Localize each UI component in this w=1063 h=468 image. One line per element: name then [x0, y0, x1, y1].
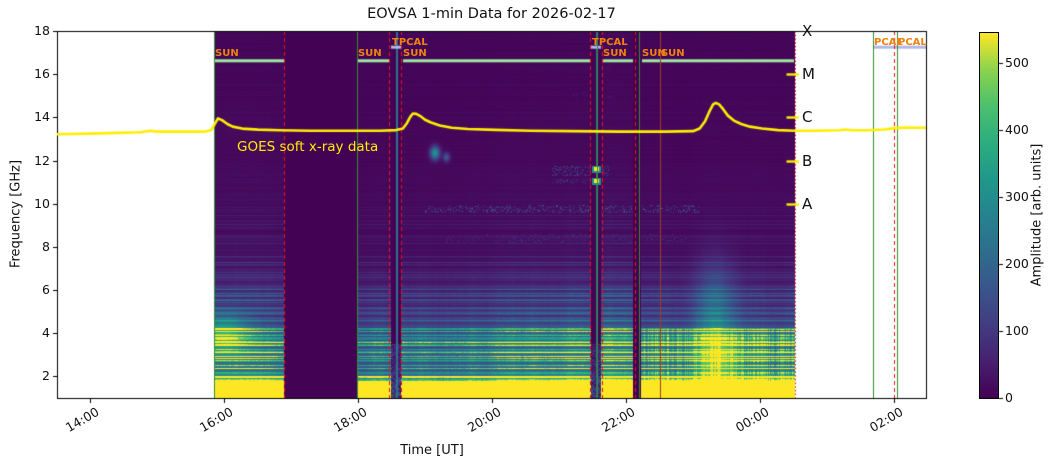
y-tick-label: 4 [42, 325, 50, 341]
scan-label-tpcal: TPCAL [592, 37, 628, 48]
scan-label-sun: SUN [357, 48, 382, 59]
goes-class-label: C [802, 108, 813, 127]
colorbar-tick-label: 500 [1005, 55, 1029, 71]
y-tick-label: 10 [34, 195, 50, 211]
y-tick-label: 6 [42, 282, 50, 298]
colorbar-label: Amplitude [arb. units] [1029, 143, 1045, 287]
goes-class-label: A [802, 194, 813, 213]
colorbar-tick-label: 400 [1005, 122, 1029, 138]
y-tick-label: 16 [34, 66, 50, 82]
goes-annotation: GOES soft x-ray data [237, 139, 379, 155]
y-tick-label: 18 [34, 23, 50, 38]
scan-label-sun: SUN [603, 48, 627, 59]
goes-class-label: B [802, 151, 813, 170]
goes-class-label: X [802, 22, 813, 40]
scan-label-sun: SUN [215, 48, 239, 59]
colorbar-gradient [979, 32, 999, 399]
scan-label-pcal: PCAL [874, 37, 903, 48]
y-tick-label: 2 [42, 368, 50, 384]
goes-class-label: M [802, 65, 815, 84]
figure-title: EOVSA 1-min Data for 2026-02-17 [367, 6, 616, 22]
scan-label-sun: SUN [642, 48, 666, 59]
x-axis-label: Time [UT] [400, 443, 464, 458]
scan-label-sun: SUN [660, 48, 685, 59]
colorbar-tick-label: 300 [1005, 189, 1029, 205]
colorbar-tick-label: 200 [1005, 256, 1029, 272]
colorbar-tick-label: 100 [1005, 323, 1029, 339]
scan-label-sun: SUN [403, 48, 427, 59]
y-tick-label: 14 [34, 109, 50, 125]
colorbar-tick-label: 0 [1005, 390, 1013, 405]
scan-label-pcal: PCAL [898, 37, 927, 48]
y-tick-label: 12 [34, 152, 50, 168]
scan-label-tpcal: TPCAL [392, 37, 428, 48]
y-tick-label: 8 [42, 238, 50, 254]
